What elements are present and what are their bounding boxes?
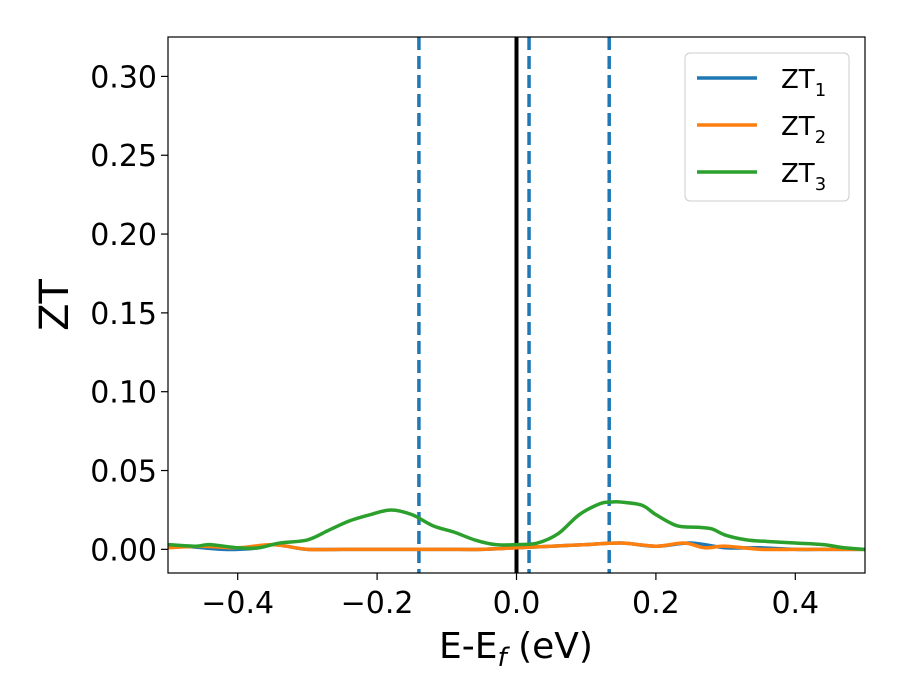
legend-label-1: ZT1 — [781, 65, 826, 101]
y-tick-label: 0.05 — [90, 455, 157, 490]
x-tick-label: 0.0 — [493, 586, 541, 621]
y-tick-label: 0.25 — [90, 139, 157, 174]
x-tick-label: 0.2 — [632, 586, 680, 621]
legend-label-3: ZT3 — [781, 159, 826, 195]
y-tick-label: 0.20 — [90, 218, 157, 253]
y-tick-label: 0.00 — [90, 533, 157, 568]
x-tick-label: −0.4 — [201, 586, 274, 621]
series-line-3 — [168, 500, 865, 552]
x-tick-label: 0.4 — [771, 586, 819, 621]
y-tick-label: 0.10 — [90, 376, 157, 411]
x-tick-label: −0.2 — [341, 586, 414, 621]
y-tick-label: 0.15 — [90, 297, 157, 332]
series-lines — [168, 500, 865, 552]
legend-label-2: ZT2 — [781, 112, 826, 148]
series-line-2 — [168, 541, 865, 552]
x-axis-label: E-Ef (eV) — [439, 626, 593, 673]
legend: ZT1 ZT2 ZT3 — [684, 52, 850, 202]
vertical-reference-lines — [417, 37, 611, 573]
y-axis-label: ZT — [32, 279, 78, 331]
legend-box — [684, 52, 850, 202]
y-tick-label: 0.30 — [90, 60, 157, 95]
ticks: −0.4 −0.2 0.0 0.2 0.4 0.00 0.05 0.10 0.15 0.20 0.2… — [90, 60, 819, 621]
